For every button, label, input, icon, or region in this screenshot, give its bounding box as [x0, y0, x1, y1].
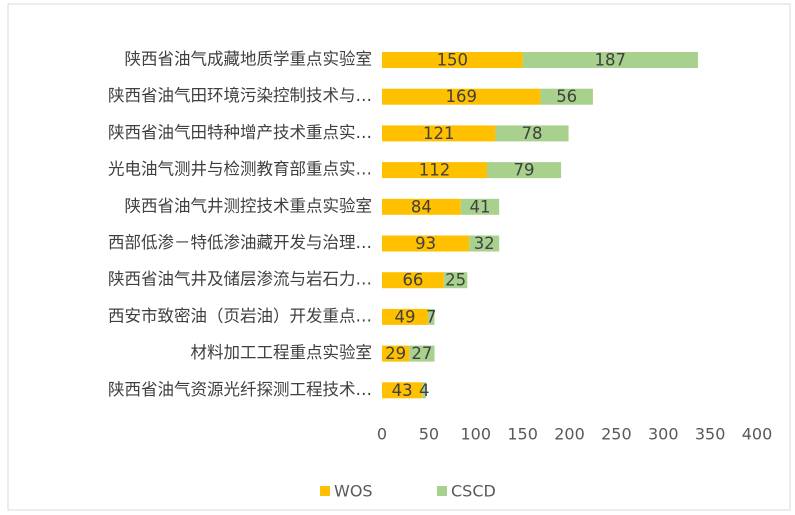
- bar-segment: [443, 272, 468, 289]
- bar-segment: [522, 52, 698, 68]
- x-tick-label: 300: [648, 425, 679, 444]
- data-label: 32: [474, 234, 495, 253]
- data-label: 25: [445, 271, 466, 290]
- bar-segment: [460, 198, 500, 215]
- data-label: 43: [392, 381, 413, 400]
- bar-segment: [382, 235, 470, 252]
- y-tick-label: 陕西省油气田环境污染控制技术与…: [108, 86, 372, 105]
- chart-frame: [7, 3, 791, 511]
- legend-label: WOS: [334, 482, 373, 501]
- data-label: 84: [411, 197, 432, 216]
- y-tick-label: 陕西省油气井及储层渗流与岩石力…: [108, 270, 372, 289]
- bar-segment: [422, 382, 427, 399]
- y-tick-label: 陕西省油气井测控技术重点实验室: [125, 196, 373, 215]
- bar-segment: [382, 125, 496, 142]
- bar-segment: [469, 235, 500, 252]
- bar-segment: [382, 345, 410, 362]
- bar-segment: [382, 52, 523, 68]
- bar-segment: [382, 382, 423, 399]
- data-label: 187: [595, 51, 627, 70]
- x-tick-label: 0: [377, 425, 387, 444]
- legend-swatch: [320, 486, 330, 496]
- bar-segment: [487, 162, 562, 179]
- data-label: 121: [423, 124, 455, 143]
- x-tick-label: 400: [742, 425, 773, 444]
- data-label: 112: [419, 161, 451, 180]
- y-tick-label: 西部低渗－特低渗油藏开发与治理…: [108, 233, 372, 252]
- x-tick-label: 200: [554, 425, 585, 444]
- data-label: 29: [385, 344, 406, 363]
- x-tick-label: 250: [601, 425, 632, 444]
- x-tick-label: 350: [695, 425, 726, 444]
- y-tick-label: 光电油气测井与检测教育部重点实…: [108, 160, 372, 179]
- bar-segment: [382, 308, 428, 325]
- bar-segment: [540, 88, 593, 105]
- data-label: 169: [445, 87, 477, 106]
- y-tick-label: 西安市致密油（页岩油）开发重点…: [108, 306, 372, 325]
- data-label: 56: [556, 87, 577, 106]
- legend-swatch: [437, 486, 447, 496]
- data-label: 27: [411, 344, 432, 363]
- bar-segment: [382, 198, 461, 215]
- bar-segment: [495, 125, 569, 142]
- bar-segment: [427, 308, 435, 325]
- data-label: 66: [402, 271, 423, 290]
- data-label: 79: [514, 161, 535, 180]
- data-label: 150: [437, 51, 469, 70]
- data-label: 93: [415, 234, 436, 253]
- y-tick-label: 材料加工工程重点实验室: [191, 343, 373, 362]
- x-tick-label: 50: [419, 425, 439, 444]
- bar-segment: [409, 345, 435, 362]
- data-label: 4: [419, 381, 430, 400]
- data-label: 7: [426, 307, 437, 326]
- data-label: 41: [469, 197, 490, 216]
- bar-segment: [382, 272, 444, 289]
- bar-segment: [382, 162, 487, 179]
- data-label: 78: [522, 124, 543, 143]
- data-label: 49: [394, 307, 415, 326]
- legend-label: CSCD: [451, 482, 496, 501]
- x-tick-label: 150: [507, 425, 538, 444]
- y-tick-label: 陕西省油气田特种增产技术重点实…: [108, 123, 372, 142]
- y-tick-label: 陕西省油气资源光纤探测工程技术…: [108, 380, 372, 399]
- y-tick-label: 陕西省油气成藏地质学重点实验室: [125, 50, 373, 69]
- bar-segment: [382, 88, 541, 105]
- x-tick-label: 100: [460, 425, 491, 444]
